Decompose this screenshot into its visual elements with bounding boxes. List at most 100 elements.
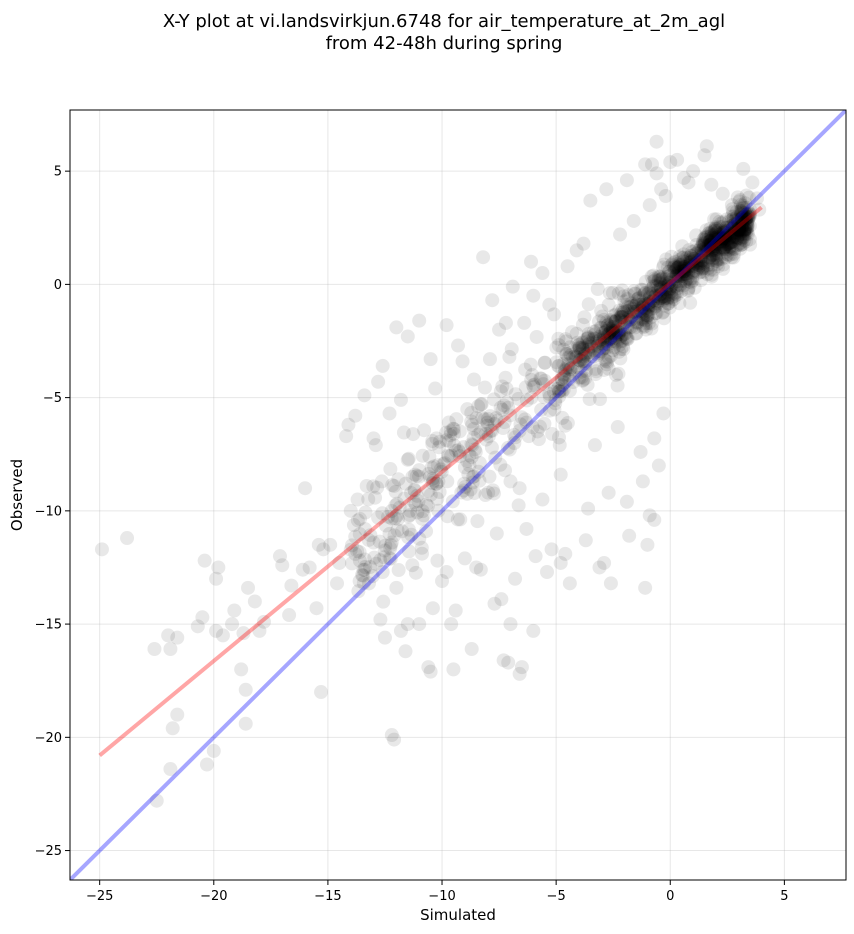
scatter-point xyxy=(426,473,441,488)
scatter-point xyxy=(388,484,403,499)
scatter-point xyxy=(671,268,686,283)
scatter-point xyxy=(350,492,365,507)
scatter-point xyxy=(461,467,476,482)
scatter-point xyxy=(738,222,753,237)
scatter-point xyxy=(702,234,717,249)
scatter-point xyxy=(740,214,755,229)
scatter-point xyxy=(484,440,499,455)
scatter-point xyxy=(485,423,500,438)
scatter-point xyxy=(481,411,496,426)
scatter-point xyxy=(614,305,629,320)
scatter-point xyxy=(467,486,482,501)
scatter-point xyxy=(597,325,612,340)
scatter-point xyxy=(646,274,661,289)
scatter-point xyxy=(389,320,404,335)
scatter-point xyxy=(640,287,655,302)
scatter-point xyxy=(436,457,451,472)
scatter-point xyxy=(729,221,744,236)
scatter-point xyxy=(415,504,430,519)
scatter-point xyxy=(295,562,310,577)
scatter-point xyxy=(282,608,297,623)
scatter-point xyxy=(562,340,577,355)
scatter-point xyxy=(611,286,626,301)
scatter-point xyxy=(717,230,732,245)
scatter-point xyxy=(667,258,682,273)
scatter-point xyxy=(742,207,757,222)
scatter-point xyxy=(693,256,708,271)
scatter-point xyxy=(387,478,402,493)
scatter-point xyxy=(469,411,484,426)
scatter-point xyxy=(569,243,584,258)
scatter-point xyxy=(653,280,668,295)
scatter-point xyxy=(584,348,599,363)
scatter-point xyxy=(742,206,757,221)
scatter-point xyxy=(578,346,593,361)
scatter-point xyxy=(706,248,721,263)
scatter-point xyxy=(694,249,709,264)
scatter-point xyxy=(323,537,338,552)
scatter-point xyxy=(650,279,665,294)
scatter-point xyxy=(710,236,725,251)
scatter-point xyxy=(687,251,702,266)
scatter-point xyxy=(357,388,372,403)
scatter-point xyxy=(628,286,643,301)
scatter-point xyxy=(703,262,718,277)
scatter-point xyxy=(475,410,490,425)
scatter-point xyxy=(498,463,513,478)
scatter-point xyxy=(605,343,620,358)
scatter-point xyxy=(745,175,760,190)
scatter-point xyxy=(359,478,374,493)
scatter-point xyxy=(346,518,361,533)
scatter-point xyxy=(738,205,753,220)
scatter-point xyxy=(605,323,620,338)
scatter-point xyxy=(552,384,567,399)
scatter-point xyxy=(602,319,617,334)
scatter-point xyxy=(725,241,740,256)
scatter-point xyxy=(556,356,571,371)
scatter-point xyxy=(735,222,750,237)
scatter-point xyxy=(343,542,358,557)
scatter-point xyxy=(588,361,603,376)
scatter-point xyxy=(696,259,711,274)
scatter-point xyxy=(376,594,391,609)
scatter-point xyxy=(735,214,750,229)
scatter-point xyxy=(446,422,461,437)
scatter-point xyxy=(723,229,738,244)
scatter-point xyxy=(580,331,595,346)
scatter-point xyxy=(638,157,653,172)
scatter-point xyxy=(669,260,684,275)
scatter-point xyxy=(635,297,650,312)
scatter-point xyxy=(402,507,417,522)
scatter-point xyxy=(715,226,730,241)
scatter-point xyxy=(678,274,693,289)
scatter-point xyxy=(629,297,644,312)
scatter-point xyxy=(608,323,623,338)
scatter-point xyxy=(560,259,575,274)
scatter-point xyxy=(652,273,667,288)
scatter-point xyxy=(732,223,747,238)
scatter-point xyxy=(735,201,750,216)
scatter-point xyxy=(601,297,616,312)
scatter-point xyxy=(724,228,739,243)
scatter-point xyxy=(703,237,718,252)
scatter-point xyxy=(595,336,610,351)
scatter-point xyxy=(659,291,674,306)
scatter-point xyxy=(660,260,675,275)
scatter-point xyxy=(367,550,382,565)
scatter-point xyxy=(412,469,427,484)
scatter-point xyxy=(689,228,704,243)
scatter-point xyxy=(741,190,756,205)
scatter-point xyxy=(599,316,614,331)
scatter-point xyxy=(638,580,653,595)
scatter-point xyxy=(668,262,683,277)
scatter-point xyxy=(712,214,727,229)
scatter-point xyxy=(695,235,710,250)
scatter-point xyxy=(366,431,381,446)
scatter-point xyxy=(598,353,613,368)
scatter-point xyxy=(725,234,740,249)
scatter-point xyxy=(605,325,620,340)
scatter-point xyxy=(358,559,373,574)
scatter-point xyxy=(698,255,713,270)
scatter-point xyxy=(709,227,724,242)
scatter-point xyxy=(600,329,615,344)
